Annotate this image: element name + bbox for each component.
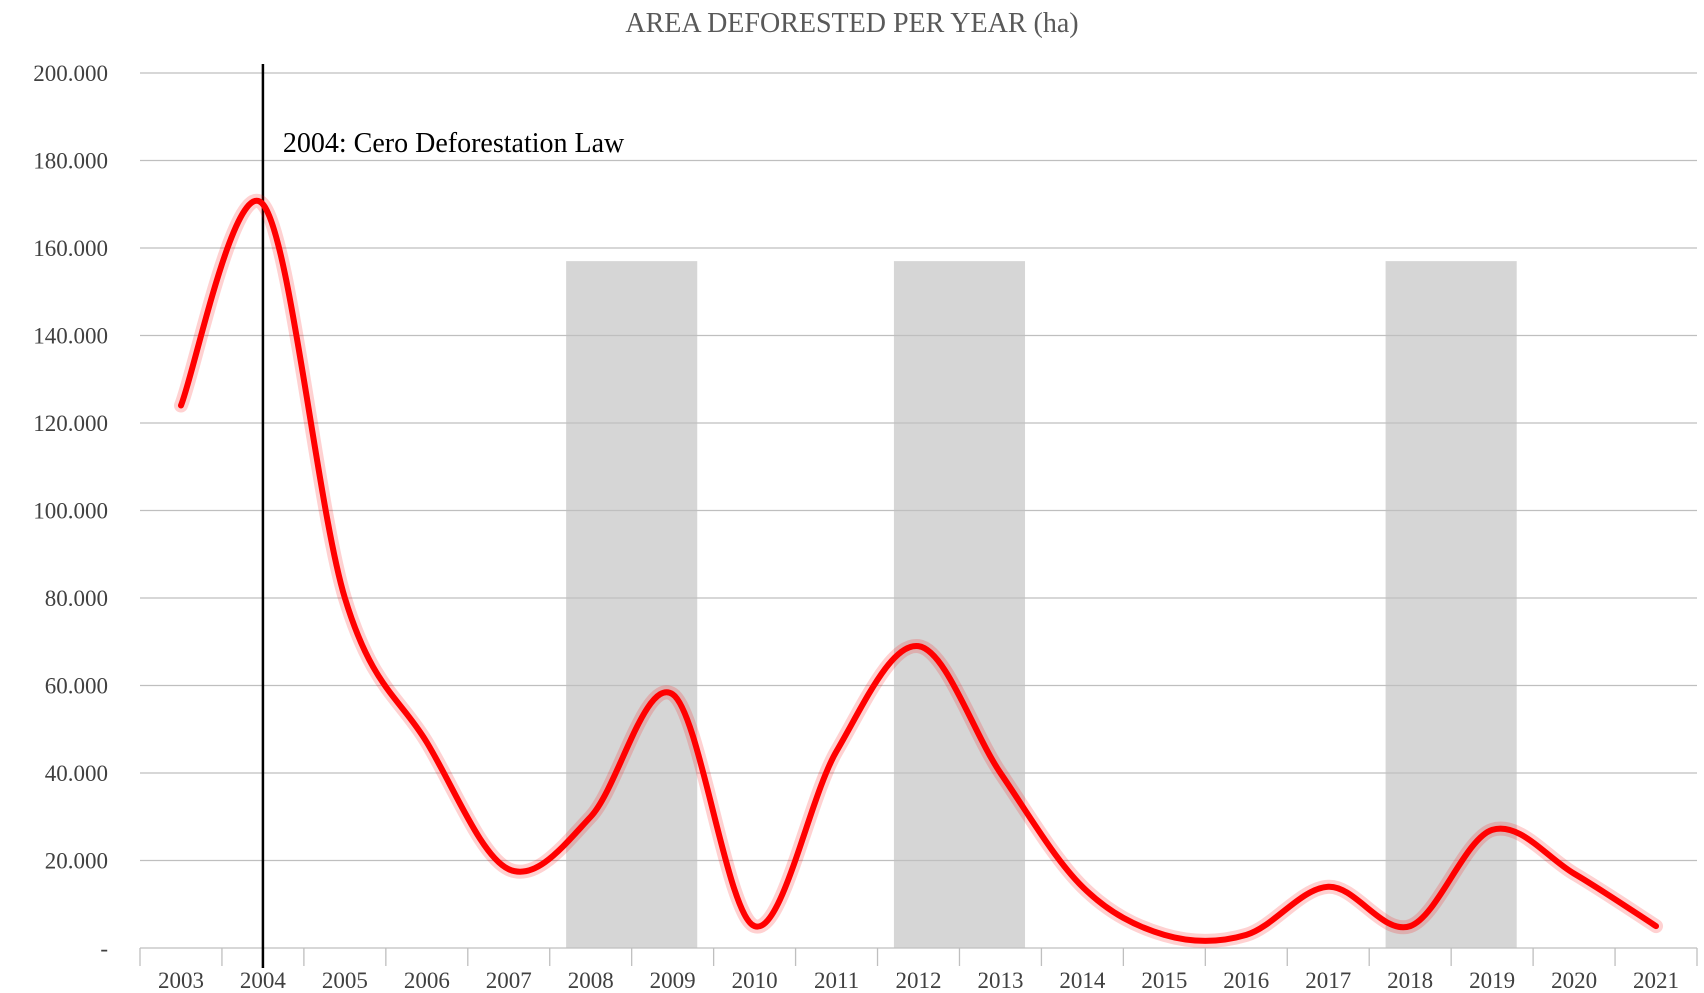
x-axis-ticks: 2003 2004 2005 2006 2007 2008 2009 2010 2011 2012… [139, 948, 1698, 993]
series-area-deforested [173, 193, 1664, 948]
data-point-2008 [588, 814, 594, 820]
x-tick-label: 2017 [1305, 968, 1351, 993]
data-point-2013 [997, 770, 1003, 776]
data-point-2006 [424, 739, 430, 745]
y-axis-ticks: - 20.000 40.000 60.000 80.000 100.000 120.000 1… [33, 61, 108, 961]
data-point-2018 [1407, 923, 1413, 929]
y-tick-label: 120.000 [33, 411, 108, 436]
data-point-2014 [1079, 884, 1085, 890]
x-tick-label: 2011 [814, 968, 859, 993]
x-tick-label: 2016 [1223, 968, 1269, 993]
y-tick-label: 200.000 [33, 61, 108, 86]
data-point-2005 [342, 595, 348, 601]
data-point-2012 [916, 643, 922, 649]
shaded-periods [566, 261, 1517, 948]
x-tick-label: 2012 [896, 968, 942, 993]
y-tick-label: 100.000 [33, 499, 108, 524]
x-tick-label: 2021 [1633, 968, 1679, 993]
series-line [177, 197, 1660, 944]
data-point-2009 [670, 691, 676, 697]
x-tick-label: 2019 [1469, 968, 1515, 993]
y-tick-label: 80.000 [45, 586, 108, 611]
data-point-2016 [1243, 932, 1249, 938]
x-tick-label: 2005 [322, 968, 368, 993]
annotation-label: 2004: Cero Deforestation Law [283, 128, 625, 159]
data-point-2020 [1571, 871, 1577, 877]
data-point-2019 [1489, 827, 1495, 833]
y-tick-label: - [100, 936, 108, 961]
data-point-2017 [1325, 884, 1331, 890]
y-tick-label: 140.000 [33, 324, 108, 349]
x-tick-label: 2003 [158, 968, 204, 993]
x-tick-label: 2015 [1141, 968, 1187, 993]
data-point-2010 [752, 923, 758, 929]
y-tick-label: 180.000 [33, 149, 108, 174]
data-point-2003 [178, 403, 184, 409]
shaded-band-2008-2009 [566, 261, 698, 948]
shaded-band-2018-2019 [1385, 261, 1517, 948]
x-tick-label: 2009 [650, 968, 696, 993]
data-point-2015 [1161, 932, 1167, 938]
y-tick-label: 60.000 [45, 674, 108, 699]
shaded-band-2012-2013 [893, 261, 1026, 948]
x-tick-label: 2007 [486, 968, 532, 993]
x-tick-label: 2004 [240, 968, 287, 993]
chart-title: AREA DEFORESTED PER YEAR (ha) [625, 8, 1078, 39]
annotations: 2004: Cero Deforestation Law [261, 64, 625, 968]
x-tick-label: 2010 [732, 968, 778, 993]
x-tick-label: 2013 [977, 968, 1023, 993]
data-point-2007 [506, 866, 512, 872]
data-point-2004 [260, 201, 266, 207]
x-tick-label: 2008 [568, 968, 614, 993]
y-tick-label: 20.000 [45, 849, 108, 874]
x-tick-label: 2020 [1551, 968, 1597, 993]
data-point-2011 [834, 748, 840, 754]
x-tick-label: 2006 [404, 968, 450, 993]
x-tick-label: 2014 [1059, 968, 1106, 993]
y-tick-label: 160.000 [33, 236, 108, 261]
gridlines [140, 72, 1697, 949]
data-point-2021 [1653, 923, 1659, 929]
x-tick-label: 2018 [1387, 968, 1433, 993]
y-tick-label: 40.000 [45, 761, 108, 786]
